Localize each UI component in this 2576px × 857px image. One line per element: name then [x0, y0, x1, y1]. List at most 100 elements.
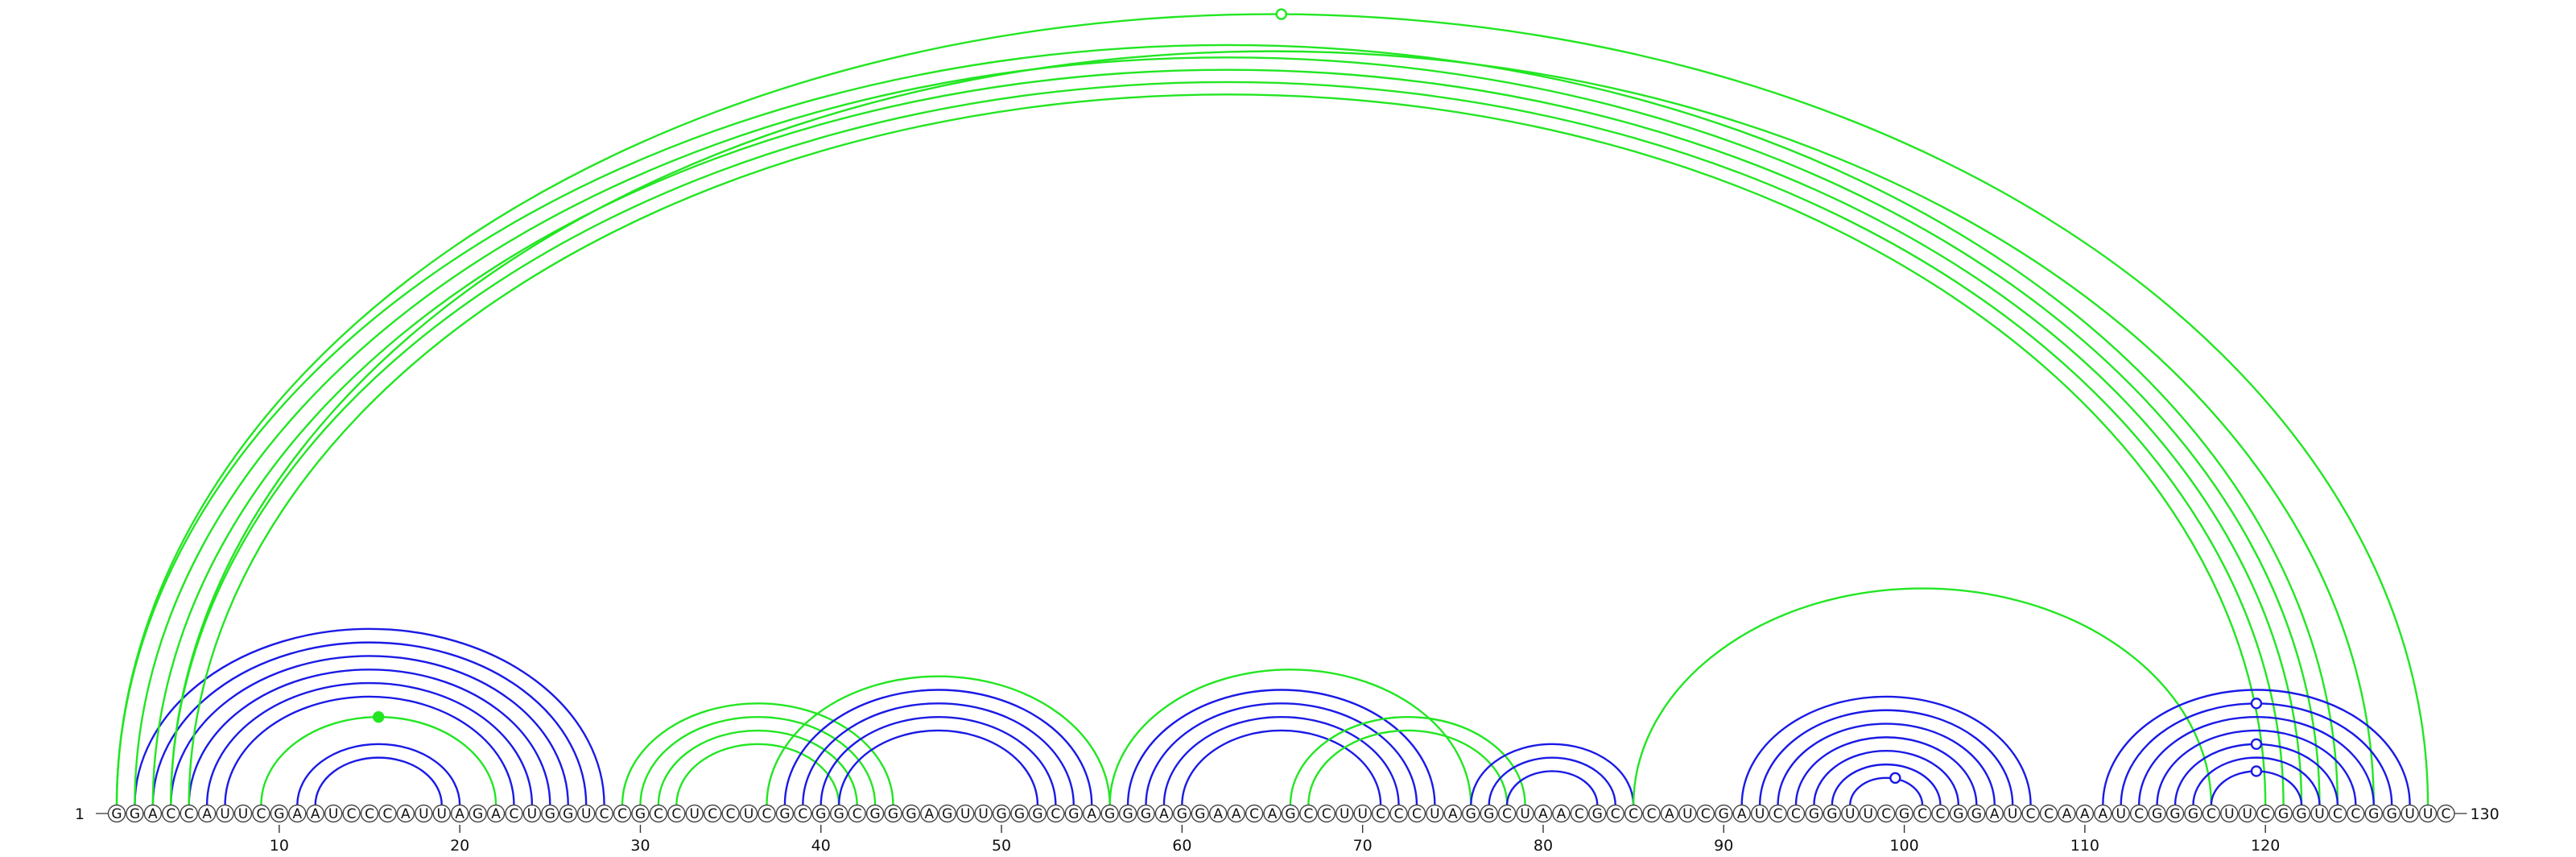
base-pair-arc: [1488, 756, 1616, 805]
nucleotide: C: [2437, 804, 2455, 823]
nucleotide: G: [775, 804, 795, 823]
nucleotide: G: [126, 804, 144, 823]
nucleotide: C: [2256, 804, 2275, 823]
svg-text:A: A: [2098, 806, 2107, 822]
svg-text:C: C: [1918, 806, 1927, 822]
tick-label: 100: [1889, 837, 1918, 855]
nucleotide: C: [1786, 804, 1806, 823]
svg-text:A: A: [1448, 806, 1458, 822]
base-pair-arc: [170, 655, 569, 805]
nucleotide: C: [794, 804, 812, 823]
tick-label: 50: [992, 837, 1011, 855]
nucleotide: U: [1426, 804, 1444, 823]
base-pair-arc: [1108, 669, 1472, 805]
nucleotide: C: [1606, 804, 1624, 823]
nucleotide: C: [2202, 804, 2221, 823]
svg-text:U: U: [2423, 806, 2433, 822]
svg-text:G: G: [1827, 806, 1837, 822]
svg-text:A: A: [1268, 806, 1278, 822]
nucleotide: U: [2238, 804, 2256, 823]
svg-text:G: G: [888, 806, 898, 822]
nucleotide: A: [1083, 804, 1101, 823]
base-pair-arc: [766, 675, 1111, 805]
nucleotide: C: [1913, 804, 1932, 823]
nucleotide: G: [1462, 804, 1480, 823]
base-pair-arc: [188, 669, 551, 805]
svg-text:G: G: [1971, 806, 1982, 822]
base-pair-arc: [2102, 689, 2411, 805]
nucleotide: A: [1443, 804, 1463, 823]
svg-text:C: C: [166, 806, 175, 822]
nucleotide: G: [1118, 804, 1137, 823]
nucleotide: U: [324, 804, 343, 823]
svg-text:A: A: [1159, 806, 1169, 822]
nucleotide: A: [1154, 804, 1174, 823]
arc-marker: [2250, 765, 2263, 777]
svg-text:A: A: [1213, 806, 1223, 822]
svg-text:A: A: [1737, 806, 1747, 822]
base-pair-arc: [260, 715, 497, 805]
nucleotide: G: [2364, 804, 2383, 823]
tick-label: 20: [450, 837, 469, 855]
nucleotide: C: [1046, 804, 1065, 823]
svg-text:U: U: [1340, 806, 1349, 822]
svg-text:C: C: [2442, 806, 2451, 822]
base-pair-arc: [1289, 715, 1526, 805]
nucleotide: U: [1841, 804, 1860, 823]
nucleotide: G: [1895, 804, 1913, 823]
base-pair-arc: [1470, 743, 1635, 805]
nucleotide: G: [2184, 804, 2202, 823]
svg-text:G: G: [635, 806, 646, 822]
nucleotide: C: [1389, 804, 1408, 823]
svg-text:C: C: [1647, 806, 1657, 822]
nucleotide: U: [522, 804, 542, 823]
svg-text:A: A: [1665, 806, 1674, 822]
base-pair-arc: [134, 57, 2319, 805]
base-pair-arc: [621, 702, 894, 805]
nucleotide: G: [1191, 804, 1210, 823]
svg-text:C: C: [184, 806, 194, 822]
svg-text:G: G: [996, 806, 1006, 822]
nucleotide: C: [848, 804, 866, 823]
nucleotide: C: [1497, 804, 1517, 823]
nucleotide: C: [505, 804, 523, 823]
base-pair-arc: [1740, 695, 2032, 805]
nucleotide: G: [1281, 804, 1300, 823]
nucleotide: C: [649, 804, 668, 823]
nucleotide: G: [1967, 804, 1986, 823]
nucleotide: G: [1173, 804, 1191, 823]
nucleotide: U: [2401, 804, 2419, 823]
svg-text:G: G: [1484, 806, 1494, 822]
nucleotide: C: [667, 804, 686, 823]
base-pair-arc: [2137, 715, 2375, 805]
svg-text:G: G: [2368, 806, 2379, 822]
svg-text:C: C: [726, 806, 736, 822]
svg-text:A: A: [1990, 806, 2000, 822]
svg-text:U: U: [690, 806, 700, 822]
nucleotide: C: [1931, 804, 1950, 823]
nucleotide: U: [415, 804, 433, 823]
nucleotide: G: [559, 804, 577, 823]
base-pair-arc: [838, 729, 1039, 805]
nucleotide: C: [1299, 804, 1318, 823]
nucleotide: A: [1552, 804, 1571, 823]
svg-text:G: G: [545, 806, 555, 822]
svg-text:G: G: [473, 806, 483, 822]
svg-text:C: C: [1611, 806, 1620, 822]
tick-label: 80: [1534, 837, 1553, 855]
base-pair-arc: [115, 13, 2429, 805]
nucleotide: U: [1678, 804, 1697, 823]
base-pair-arcs: [115, 13, 2429, 805]
svg-text:U: U: [581, 806, 591, 822]
nucleotide: G: [1028, 804, 1047, 823]
nucleotide: G: [270, 804, 289, 823]
svg-text:A: A: [1232, 806, 1241, 822]
nucleotide: C: [2347, 804, 2365, 823]
svg-text:C: C: [1575, 806, 1584, 822]
svg-text:U: U: [1430, 806, 1439, 822]
nucleotide: C: [2328, 804, 2347, 823]
nucleotide: G: [541, 804, 559, 823]
svg-text:C: C: [1502, 806, 1512, 822]
svg-text:A: A: [311, 806, 320, 822]
base-pair-arc: [2192, 756, 2321, 805]
